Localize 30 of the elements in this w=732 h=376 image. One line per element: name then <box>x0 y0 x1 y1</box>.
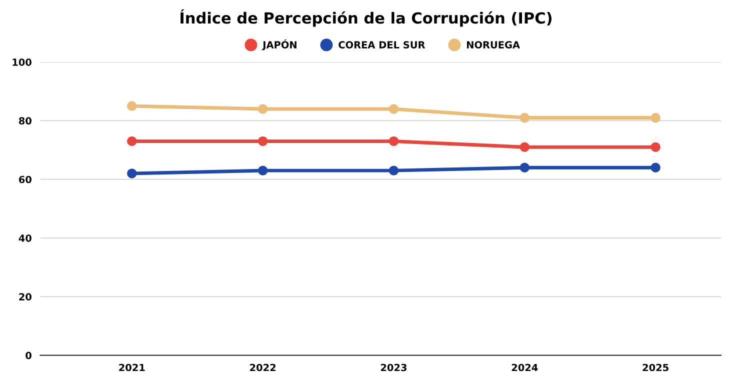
point <box>258 136 268 146</box>
x-tick-label: 2024 <box>512 364 538 372</box>
x-tick-label: 2025 <box>642 364 668 372</box>
legend-label: COREA DEL SUR <box>338 41 426 48</box>
x-tick-label: 2023 <box>380 364 406 372</box>
point <box>258 166 268 176</box>
point <box>127 136 137 146</box>
point <box>388 104 399 114</box>
x-tick-label: 2021 <box>119 364 145 372</box>
point <box>127 101 137 111</box>
y-tick-label: 100 <box>12 58 32 66</box>
legend-label: JAPÓN <box>262 39 296 50</box>
point <box>650 142 660 152</box>
point <box>650 162 660 172</box>
chart-title: Índice de Percepción de la Corrupción (IPC) <box>180 9 552 27</box>
point <box>650 112 660 123</box>
y-tick-label: 0 <box>26 352 32 360</box>
point <box>258 104 268 114</box>
point <box>520 142 530 152</box>
point <box>388 166 399 176</box>
point <box>520 112 530 123</box>
y-tick-label: 40 <box>18 234 32 242</box>
x-tick-label: 2022 <box>250 364 276 372</box>
y-tick-label: 60 <box>19 176 32 184</box>
point <box>388 136 399 146</box>
y-tick-label: 80 <box>18 117 32 125</box>
legend-label: NORUEGA <box>466 41 520 48</box>
point <box>520 162 530 172</box>
y-tick-label: 20 <box>19 293 32 300</box>
point <box>127 168 137 178</box>
